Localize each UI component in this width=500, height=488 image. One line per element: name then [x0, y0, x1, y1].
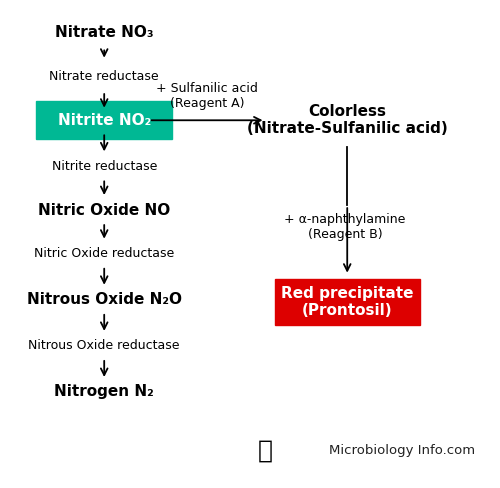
Text: 🧬: 🧬	[258, 438, 273, 462]
Text: + Sulfanilic acid
(Reagent A): + Sulfanilic acid (Reagent A)	[156, 82, 258, 110]
Text: Colorless
(Nitrate-Sulfanilic acid): Colorless (Nitrate-Sulfanilic acid)	[247, 104, 448, 137]
Text: + α-naphthylamine
(Reagent B): + α-naphthylamine (Reagent B)	[284, 213, 406, 241]
FancyBboxPatch shape	[275, 279, 420, 325]
Text: Nitric Oxide NO: Nitric Oxide NO	[38, 203, 170, 218]
Text: Nitrite reductase: Nitrite reductase	[52, 160, 157, 173]
Text: Red precipitate
(Prontosil): Red precipitate (Prontosil)	[281, 286, 413, 319]
Text: Nitrite NO₂: Nitrite NO₂	[58, 113, 151, 128]
Text: Nitrogen N₂: Nitrogen N₂	[54, 385, 154, 400]
Text: Nitrous Oxide reductase: Nitrous Oxide reductase	[28, 339, 180, 352]
Text: Nitrate NO₃: Nitrate NO₃	[55, 25, 154, 41]
FancyBboxPatch shape	[36, 102, 172, 139]
Text: Nitric Oxide reductase: Nitric Oxide reductase	[34, 247, 174, 260]
Text: Microbiology Info.com: Microbiology Info.com	[328, 444, 474, 457]
Text: Nitrate reductase: Nitrate reductase	[50, 70, 159, 83]
Text: Nitrous Oxide N₂O: Nitrous Oxide N₂O	[26, 292, 182, 307]
